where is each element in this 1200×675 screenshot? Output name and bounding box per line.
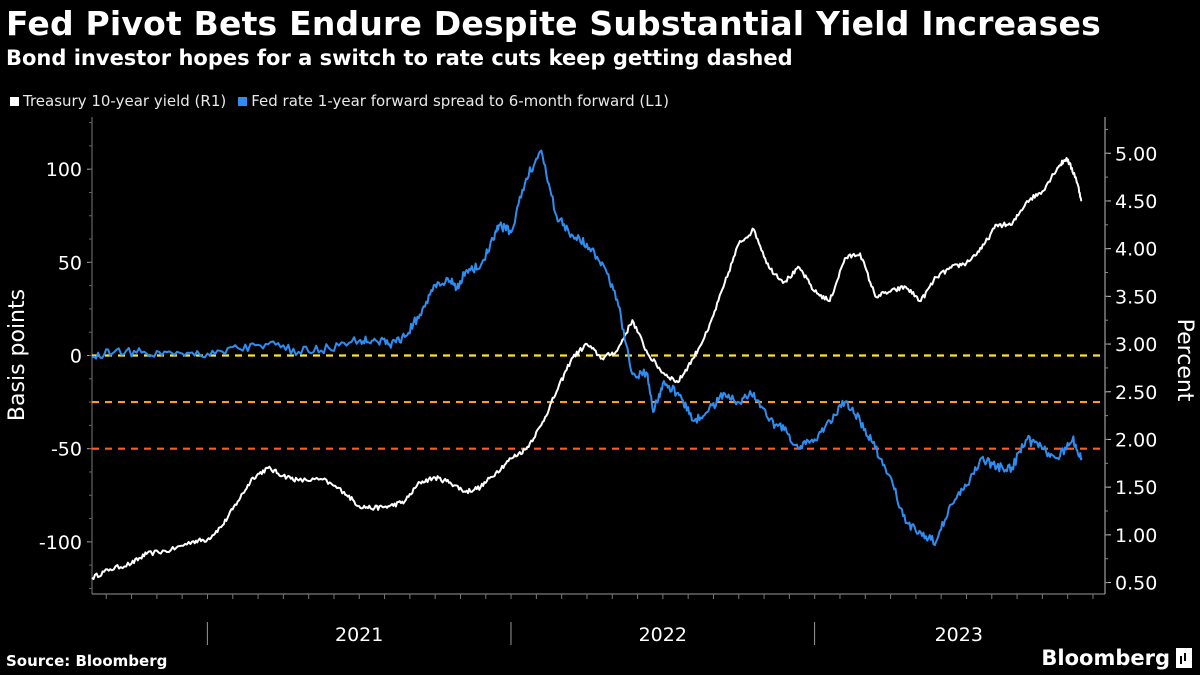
left-tick-label: 0: [70, 346, 82, 368]
right-tick-label: 3.50: [1115, 286, 1157, 308]
right-tick-label: 2.50: [1115, 382, 1157, 404]
right-tick-label: 1.50: [1115, 477, 1157, 499]
source-note: Source: Bloomberg: [6, 652, 168, 670]
chart-title: Fed Pivot Bets Endure Despite Substantia…: [6, 4, 1101, 43]
left-tick-label: -50: [51, 439, 82, 461]
right-tick-label: 3.00: [1115, 334, 1157, 356]
x-tick-label: 2023: [935, 624, 983, 646]
x-tick-label: 2021: [335, 624, 383, 646]
left-axis-label: Basis points: [5, 289, 30, 421]
right-tick-label: 4.50: [1115, 191, 1157, 213]
left-tick-label: -100: [39, 532, 82, 554]
right-tick-label: 2.00: [1115, 429, 1157, 451]
legend-label-treasury: Treasury 10-year yield (R1): [23, 92, 227, 110]
legend: Treasury 10-year yield (R1) Fed rate 1-y…: [10, 92, 681, 110]
chart-subtitle: Bond investor hopes for a switch to rate…: [6, 46, 793, 70]
legend-swatch-blue: [238, 96, 248, 106]
fed-spread-line: [91, 149, 1083, 547]
reference-lines: [92, 354, 1103, 450]
x-tick-label: 2022: [639, 624, 687, 646]
brand-name: Bloomberg: [1041, 646, 1170, 670]
legend-label-fed-spread: Fed rate 1-year forward spread to 6-mont…: [251, 92, 669, 110]
legend-swatch-white: [10, 96, 19, 106]
left-tick-label: 100: [46, 159, 82, 181]
left-tick-label: 50: [58, 252, 82, 274]
right-tick-label: 1.00: [1115, 525, 1157, 547]
legend-item-fed-spread: Fed rate 1-year forward spread to 6-mont…: [238, 92, 669, 110]
right-axis-label: Percent: [1172, 319, 1197, 402]
series-lines: [91, 149, 1083, 580]
brand-logo: Bloomberg: [1041, 646, 1192, 670]
right-tick-label: 0.50: [1115, 573, 1157, 595]
right-tick-label: 5.00: [1115, 143, 1157, 165]
bloomberg-icon: [1176, 648, 1192, 668]
legend-item-treasury: Treasury 10-year yield (R1): [10, 92, 226, 110]
right-tick-label: 4.00: [1115, 239, 1157, 261]
axes: -100 -50 0 50 100 0.50 1.00 1.50 2.00 2.50 3.00 3.5…: [39, 117, 1157, 646]
treasury-yield-line: [91, 157, 1083, 580]
